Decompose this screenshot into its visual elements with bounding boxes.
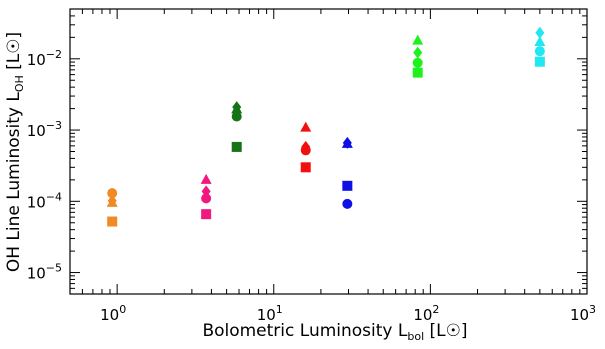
x-tick-label: 100 [100,303,126,324]
point-diamond [535,26,545,39]
tick-labels: 100 101 102 103 10−5 10−4 10−3 10−2 [27,48,596,324]
y-tick-label: 10−3 [27,119,62,140]
plot-frame [69,8,588,295]
point-circle [342,198,353,209]
x-tick-label: 102 [413,303,439,324]
point-square [201,209,212,220]
point-triangle [300,121,312,132]
point-triangle [341,137,353,148]
point-circle [231,111,242,122]
point-circle [107,188,118,199]
point-square [342,180,353,191]
point-triangle [231,103,243,114]
point-circle [534,46,545,57]
y-tick-label: 10−5 [27,262,62,283]
x-tick-label: 101 [257,303,283,324]
point-circle [300,145,311,156]
point-square [231,141,242,152]
point-triangle [412,34,424,45]
point-diamond [413,46,423,59]
axis-ticks [69,8,588,295]
point-circle [201,193,212,204]
point-square [534,56,545,67]
y-axis-label: OH Line Luminosity LOH [L☉] [4,32,26,272]
y-tick-label: 10−4 [27,190,62,211]
point-square [107,216,118,227]
x-tick-label: 103 [570,303,596,324]
x-axis-label: Bolometric Luminosity Lbol [L☉] [202,321,467,343]
point-square [300,162,311,173]
point-square [412,67,423,78]
data-points [106,26,546,227]
y-tick-label: 10−2 [27,48,62,69]
point-triangle [200,173,212,184]
point-triangle [534,36,546,47]
point-circle [412,57,423,68]
point-triangle [106,196,118,207]
